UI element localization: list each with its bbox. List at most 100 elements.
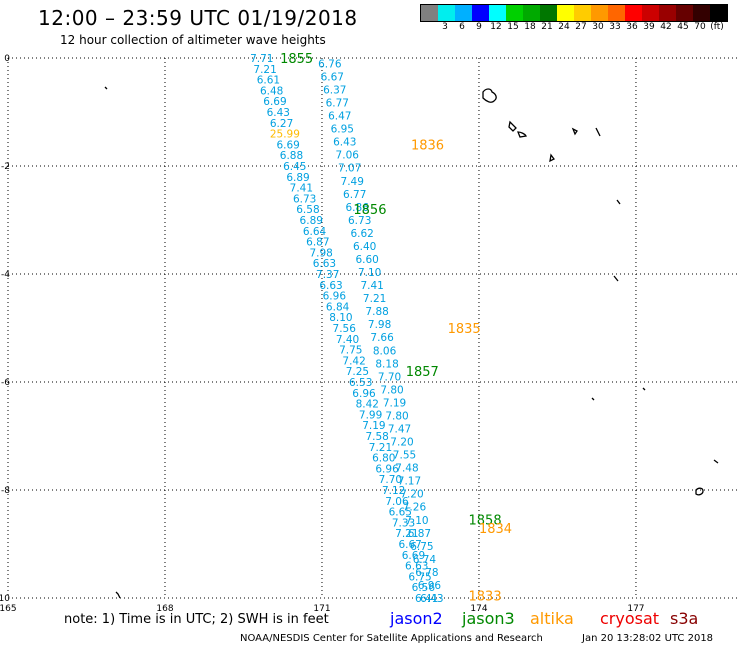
- swh-value: 6.48: [260, 85, 283, 97]
- swh-value: 6.69: [263, 96, 286, 108]
- swh-value: 6.37: [323, 84, 346, 96]
- swh-value: 7.48: [395, 463, 418, 475]
- scale-swatch: [438, 5, 455, 21]
- scale-label: (ft): [710, 22, 724, 32]
- swh-value: 6.56: [412, 582, 436, 594]
- swh-value: 6.63: [319, 280, 342, 292]
- swh-value: 6.45: [283, 161, 306, 173]
- swh-value: 7.98: [368, 319, 391, 331]
- swh-value: 6.86: [346, 202, 370, 214]
- scale-swatch: [625, 5, 642, 21]
- swh-value: 6.41: [415, 593, 438, 605]
- swh-value: 6.27: [270, 118, 293, 130]
- swh-value: 7.20: [400, 489, 423, 501]
- scale-swatch: [710, 5, 727, 21]
- swh-value: 6.95: [331, 124, 354, 136]
- pass-time-label: 1858: [469, 514, 502, 529]
- swh-value: 8.06: [373, 345, 397, 357]
- scale-label: 70: [694, 22, 706, 32]
- scale-label: 12: [490, 22, 502, 32]
- swh-value: 6.69: [402, 550, 425, 562]
- island-outline: [613, 275, 619, 282]
- scale-swatch: [659, 5, 676, 21]
- island-outline: [517, 131, 527, 138]
- x-tick-label: 168: [156, 604, 173, 614]
- swh-value: 7.21: [363, 293, 386, 305]
- scale-label: 42: [660, 22, 672, 32]
- swh-value: 6.63: [405, 561, 428, 573]
- swh-value: 6.87: [306, 237, 329, 249]
- swh-value: 6.77: [343, 189, 366, 201]
- swh-value: 6.62: [350, 228, 373, 240]
- swh-value: 7.07: [338, 163, 361, 175]
- legend-s3a: s3a: [670, 609, 699, 628]
- swh-value: 6.67: [398, 539, 421, 551]
- swh-value: 7.37: [316, 269, 339, 281]
- pass-time-label: 1855: [280, 52, 313, 67]
- swh-value: 7.33: [392, 517, 415, 529]
- swh-value: 6.84: [326, 301, 350, 313]
- swh-value: 7.25: [346, 366, 369, 378]
- swh-value: 7.98: [309, 247, 332, 259]
- pass-time-label: 1856: [353, 203, 386, 218]
- swh-value: 6.63: [313, 258, 336, 270]
- island-outline: [713, 459, 719, 464]
- swh-value: 6.73: [348, 215, 371, 227]
- swh-value: 6.74: [413, 554, 437, 566]
- y-tick-label: -4: [1, 270, 10, 280]
- swh-value: 7.47: [388, 423, 411, 435]
- swh-value: 7.71: [250, 53, 273, 65]
- swh-value: 7.80: [385, 410, 408, 422]
- swh-value: 7.41: [360, 280, 383, 292]
- scale-swatch: [455, 5, 472, 21]
- swh-value: 7.06: [385, 496, 409, 508]
- swh-value: 6.40: [353, 241, 376, 253]
- swh-value: 7.80: [380, 384, 403, 396]
- footer-timestamp: Jan 20 13:28:02 UTC 2018: [582, 633, 714, 644]
- legend-cryosat: cryosat: [600, 609, 660, 628]
- swh-value: 8.42: [356, 399, 379, 411]
- island-outline: [104, 86, 108, 90]
- swh-value: 6.67: [321, 71, 344, 83]
- swh-value: 6.58: [296, 204, 319, 216]
- scale-label: 9: [476, 22, 482, 32]
- swh-value: 7.10: [405, 515, 428, 527]
- y-tick-label: 0: [4, 54, 10, 64]
- swh-value: 7.70: [379, 474, 402, 486]
- swh-value: 7.88: [365, 306, 388, 318]
- swh-value: 7.41: [290, 183, 313, 195]
- swh-value: 7.10: [358, 267, 381, 279]
- scale-label: 3: [442, 22, 448, 32]
- scale-label: 33: [609, 22, 621, 32]
- swh-value: 7.19: [383, 397, 406, 409]
- color-scale-labels: 3 6 9 12 15 18 21 24 27 30 33 36 39 42 45 70 (ft): [420, 22, 740, 34]
- swh-value: 7.26: [403, 502, 427, 514]
- scale-label: 36: [626, 22, 638, 32]
- scale-label: 15: [507, 22, 519, 32]
- scale-swatch: [421, 5, 438, 21]
- swh-value: 6.73: [293, 193, 316, 205]
- island-outline: [571, 127, 578, 136]
- swh-value: 6.96: [418, 580, 442, 592]
- swh-value: 7.19: [362, 420, 385, 432]
- swh-value: 7.55: [393, 450, 416, 462]
- swh-value: 6.65: [389, 507, 412, 519]
- altimeter-tracks: 7.717.216.616.486.696.436.2725.996.696.8…: [250, 53, 443, 605]
- scale-label: 6: [459, 22, 465, 32]
- island-outline: [616, 199, 621, 205]
- island-outline: [549, 153, 555, 163]
- swh-value: 7.17: [398, 476, 421, 488]
- coastlines: [104, 86, 719, 599]
- scale-swatch: [472, 5, 489, 21]
- scale-label: 21: [541, 22, 553, 32]
- swh-value: 6.43: [267, 107, 290, 119]
- scale-label: 27: [575, 22, 587, 32]
- scale-swatch: [523, 5, 540, 21]
- swh-value: 7.49: [341, 176, 364, 188]
- wave-height-color-scale: [420, 4, 728, 22]
- footer-credit: NOAA/NESDIS Center for Satellite Applica…: [240, 633, 543, 644]
- swh-value: 7.20: [390, 437, 413, 449]
- scale-swatch: [506, 5, 523, 21]
- swh-value: 8.18: [375, 358, 398, 370]
- swh-value: 7.70: [378, 371, 401, 383]
